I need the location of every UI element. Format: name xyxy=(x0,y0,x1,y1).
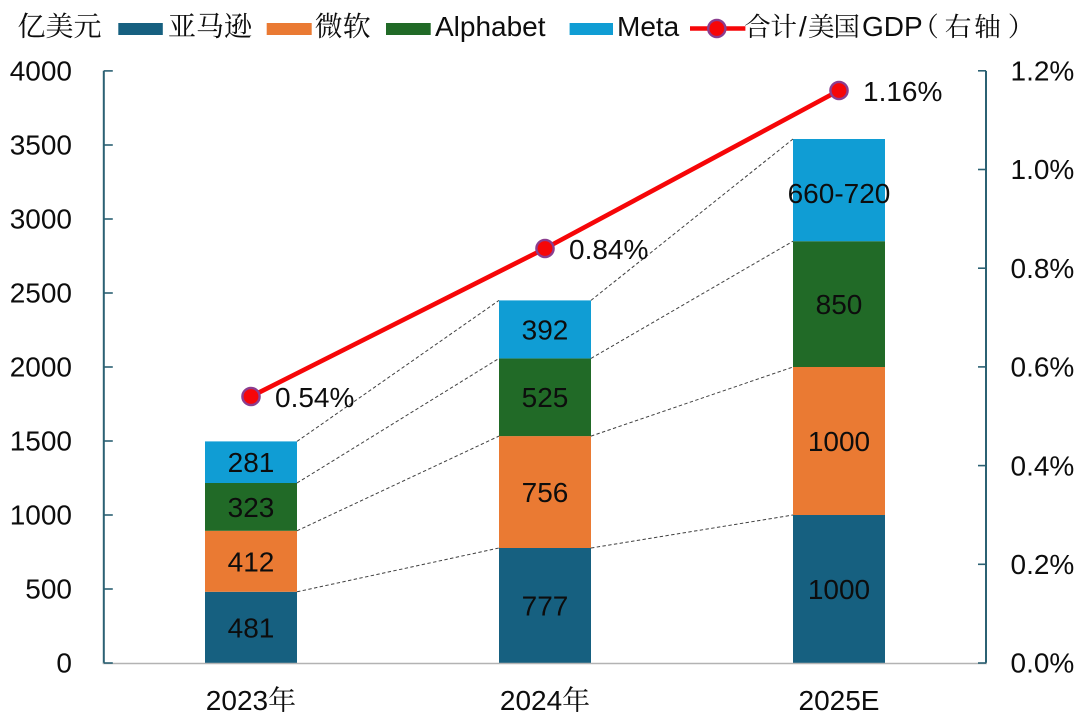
svg-text:Meta: Meta xyxy=(617,11,680,42)
svg-text:0.84%: 0.84% xyxy=(569,234,648,265)
svg-text:1500: 1500 xyxy=(10,426,72,457)
svg-text:0.6%: 0.6% xyxy=(1011,352,1075,383)
svg-text:525: 525 xyxy=(522,382,569,413)
svg-text:0.0%: 0.0% xyxy=(1011,648,1075,679)
svg-text:2024: 2024 xyxy=(500,685,562,712)
svg-text:Alphabet: Alphabet xyxy=(435,11,546,42)
svg-text:3500: 3500 xyxy=(10,130,72,161)
svg-text:GDP: GDP xyxy=(862,11,923,42)
svg-text:0: 0 xyxy=(56,648,72,679)
svg-text:1.2%: 1.2% xyxy=(1011,56,1075,87)
svg-text:1.16%: 1.16% xyxy=(863,76,942,107)
svg-text:0.4%: 0.4% xyxy=(1011,450,1075,481)
svg-text:1000: 1000 xyxy=(10,500,72,531)
svg-text:/: / xyxy=(799,11,807,42)
svg-text:1000: 1000 xyxy=(808,574,870,605)
svg-text:2025E: 2025E xyxy=(799,685,880,712)
svg-text:850: 850 xyxy=(816,289,863,320)
svg-text:1.0%: 1.0% xyxy=(1011,154,1075,185)
svg-text:323: 323 xyxy=(228,492,275,523)
svg-text:3000: 3000 xyxy=(10,204,72,235)
svg-text:281: 281 xyxy=(228,447,275,478)
svg-text:777: 777 xyxy=(522,591,569,622)
svg-text:0.2%: 0.2% xyxy=(1011,549,1075,580)
svg-text:500: 500 xyxy=(25,574,72,605)
svg-text:392: 392 xyxy=(522,314,569,345)
svg-text:756: 756 xyxy=(522,477,569,508)
svg-text:481: 481 xyxy=(228,612,275,643)
svg-text:4000: 4000 xyxy=(10,56,72,87)
svg-text:412: 412 xyxy=(228,546,275,577)
svg-text:660-720: 660-720 xyxy=(788,178,891,209)
svg-text:2023: 2023 xyxy=(206,685,268,712)
svg-text:2500: 2500 xyxy=(10,278,72,309)
svg-text:1000: 1000 xyxy=(808,426,870,457)
svg-text:2000: 2000 xyxy=(10,352,72,383)
svg-text:0.8%: 0.8% xyxy=(1011,253,1075,284)
svg-text:0.54%: 0.54% xyxy=(275,382,354,413)
